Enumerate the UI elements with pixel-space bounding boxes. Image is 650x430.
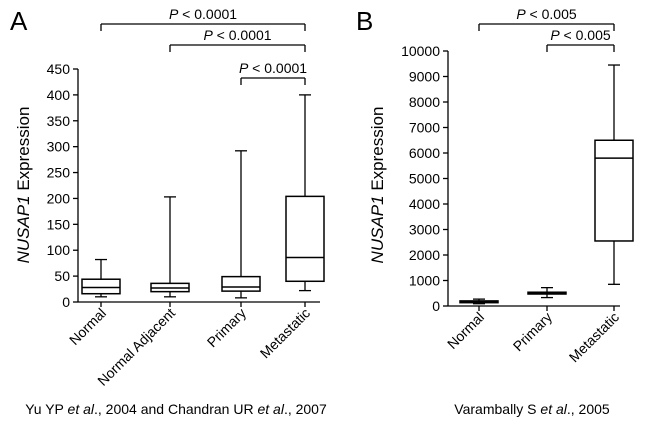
panel-a-caption-segment: et al — [257, 401, 284, 417]
panel-a-y-axis-title: NUSAP1 Expression — [14, 107, 33, 264]
panel-b-p-value-label: P < 0.005 — [550, 27, 611, 43]
panel-a-y-axis-title-rest: Expression — [14, 107, 33, 196]
panel-b-caption-segment: et al — [540, 401, 567, 417]
panel-a-box-iqr — [221, 275, 261, 292]
panel-a-y-tick-label: 0 — [62, 294, 70, 310]
panel-a-caption-segment: ., 2007 — [284, 401, 327, 417]
panel-b-box-2 — [594, 64, 634, 285]
panel-a-source-caption: Yu YP et al., 2004 and Chandran UR et al… — [25, 401, 327, 417]
panel-b-category-label: Primary — [510, 309, 555, 354]
panel-b-y-tick-label: 6000 — [409, 145, 440, 161]
panel-a-box-0 — [81, 258, 121, 298]
panel-b-y-tick-label: 8000 — [409, 94, 440, 110]
panel-b-y-tick-label: 4000 — [409, 196, 440, 212]
panel-a-caption-segment: et al — [68, 401, 95, 417]
panel-a-y-tick-label: 200 — [47, 190, 71, 206]
panel-a-y-tick-label: 50 — [54, 268, 70, 284]
panel-b-significance-bracket — [478, 23, 615, 31]
panel-a-y-tick-label: 400 — [47, 87, 71, 103]
panel-b-y-tick-label: 5000 — [409, 171, 440, 187]
panel-a-category-label: Metastatic — [257, 305, 313, 361]
panel-a-category-label: Primary — [204, 305, 249, 350]
panel-a-box-iqr — [285, 195, 325, 283]
panel-b-y-axis-title-gene: NUSAP1 — [368, 195, 387, 263]
panel-a-y-tick-label: 150 — [47, 216, 71, 232]
panel-a-label: A — [10, 6, 28, 36]
panel-b-box-0 — [459, 298, 499, 305]
panel-b-y-tick-label: 2000 — [409, 247, 440, 263]
panel-b-p-value: < 0.005 — [560, 27, 611, 43]
panel-b-p-value-label: P < 0.005 — [516, 6, 577, 22]
panel-b-label: B — [356, 6, 373, 36]
panel-a-caption-segment: ., 2004 and Chandran UR — [94, 401, 257, 417]
panel-a-significance-bracket — [100, 23, 306, 31]
panel-b-caption-segment: Varambally S — [454, 401, 540, 417]
panel-a-y-axis-title-gene: NUSAP1 — [14, 195, 33, 263]
panel-a-p-value: < 0.0001 — [178, 6, 237, 22]
panel-b-category-label: Normal — [444, 309, 487, 352]
panel-b-caption-segment: ., 2005 — [567, 401, 610, 417]
panel-b-box-iqr — [594, 139, 634, 242]
panel-b-p-value: < 0.005 — [526, 6, 577, 22]
panel-b-significance-bracket — [546, 44, 615, 52]
panel-b-p-symbol: P — [550, 27, 560, 43]
panel-a-y-tick-label: 100 — [47, 242, 71, 258]
panel-b-category-label: Metastatic — [566, 309, 622, 365]
panel-b-y-tick-label: 0 — [432, 298, 440, 314]
panel-b-y-axis-title: NUSAP1 Expression — [368, 107, 387, 264]
panel-a-p-value-label: P < 0.0001 — [239, 60, 307, 76]
panel-a-p-value-label: P < 0.0001 — [169, 6, 237, 22]
panel-b-y-axis-title-rest: Expression — [368, 107, 387, 196]
panel-a-box-3 — [285, 94, 325, 292]
panel-a-p-value: < 0.0001 — [213, 27, 272, 43]
panel-b-y-tick-label: 3000 — [409, 222, 440, 238]
panel-a-y-tick-label: 250 — [47, 165, 71, 181]
panel-a-significance-bracket — [169, 44, 306, 52]
panel-a-category-label: Normal — [66, 305, 109, 348]
panel-a-y-tick-label: 450 — [47, 61, 71, 77]
panel-b-source-caption: Varambally S et al., 2005 — [454, 401, 610, 417]
panel-b-box-1 — [527, 286, 567, 299]
panel-a-p-symbol: P — [169, 6, 179, 22]
panel-a-p-value-label: P < 0.0001 — [203, 27, 271, 43]
panel-a-box-2 — [221, 150, 261, 299]
panel-a-y-tick-label: 350 — [47, 113, 71, 129]
panel-b-y-tick-label: 7000 — [409, 120, 440, 136]
panel-a-y-tick-label: 300 — [47, 139, 71, 155]
panel-b-y-tick-label: 1000 — [409, 273, 440, 289]
panel-a-box-iqr — [81, 278, 121, 295]
panel-b-y-tick-label: 10000 — [401, 43, 440, 59]
panel-b-p-symbol: P — [516, 6, 526, 22]
panel-a-box-1 — [150, 196, 190, 298]
panel-a-caption-segment: Yu YP — [25, 401, 67, 417]
panel-a-significance-bracket — [240, 77, 306, 85]
panel-a-p-symbol: P — [203, 27, 213, 43]
panel-a-p-value: < 0.0001 — [248, 60, 307, 76]
panel-a-p-symbol: P — [239, 60, 249, 76]
panel-b-y-tick-label: 9000 — [409, 69, 440, 85]
